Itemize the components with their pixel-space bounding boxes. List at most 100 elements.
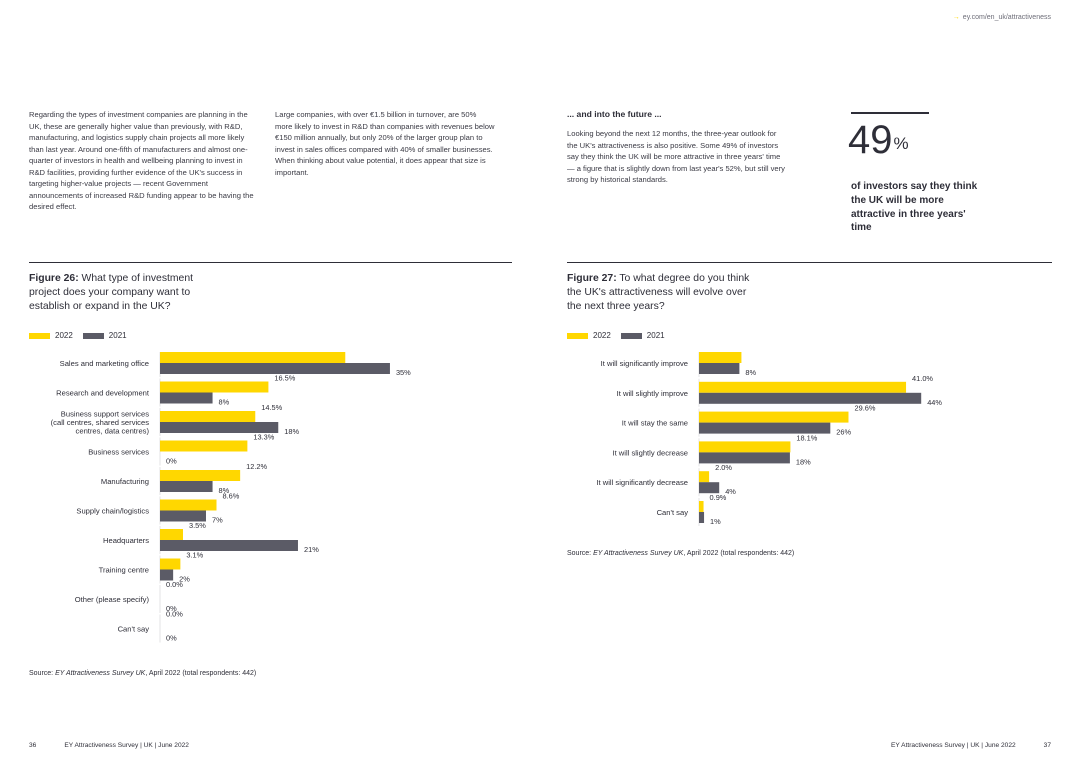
category-label: It will slightly decrease (612, 448, 688, 457)
bar-2021 (699, 363, 740, 374)
future-heading: ... and into the future ... (567, 109, 662, 119)
data-label-2021: 1% (710, 517, 721, 526)
data-label-2021: 4% (725, 487, 736, 496)
data-label-2021: 0% (166, 457, 177, 466)
data-label-2022: 14.5% (261, 403, 282, 412)
data-label-2021: 44% (927, 398, 942, 407)
bar-group: Training centre 3.1% 2% (99, 551, 204, 584)
bar-2021 (160, 481, 213, 492)
category-label: Business services (88, 448, 149, 457)
category-label: It will significantly improve (601, 359, 688, 368)
category-label: Manufacturing (101, 477, 149, 486)
data-label-2022: 3.5% (189, 521, 206, 530)
figure-26-title: Figure 26: What type of investment proje… (29, 273, 194, 313)
bar-group: Other (please specify) 0.0% 0% (75, 580, 183, 613)
data-label-2021: 18% (284, 427, 299, 436)
category-label: It will stay the same (622, 419, 688, 428)
bar-2022 (160, 558, 181, 570)
bar-2021 (699, 422, 831, 434)
legend-2021-swatch (620, 332, 642, 339)
footer-left: 36 EY Attractiveness Survey | UK | June 2… (29, 742, 189, 749)
bar-2021 (160, 569, 174, 581)
bar-2022 (699, 471, 710, 483)
category-label: Headquarters (103, 536, 149, 545)
footer-right: EY Attractiveness Survey | UK | June 202… (891, 742, 1051, 749)
bar-2021 (160, 510, 206, 522)
bar-2022 (699, 441, 791, 453)
figure-27-source: Source: EY Attractiveness Survey UK, Apr… (567, 550, 795, 557)
category-label: Sales and marketing office (60, 359, 149, 368)
bar-group: Supply chain/logistics 8.6% 7% (76, 492, 240, 525)
section-divider-left (29, 262, 512, 263)
bar-2022 (699, 501, 704, 512)
bar-group: It will significantly decrease 2.0% 4% (596, 463, 736, 496)
data-label-2021: 18% (796, 457, 811, 466)
data-label-2021: 8% (219, 486, 230, 495)
bar-2022 (160, 381, 269, 393)
body-column-1: Regarding the types of investment compan… (29, 110, 254, 211)
category-label: It will slightly improve (617, 389, 688, 398)
bar-group: Sales and marketing office 28.2% 35% (60, 352, 411, 377)
data-label-2022: 16.5% (274, 374, 295, 383)
figure-26-chart: Sales and marketing office 28.2% 35% Resear… (51, 352, 411, 643)
bar-2021 (160, 363, 390, 374)
data-label-2021: 35% (396, 368, 411, 377)
category-label: Supply chain/logistics (76, 507, 149, 516)
figure-27-legend: 2022 2021 (567, 331, 675, 340)
figure-26-legend: 2022 2021 (29, 331, 137, 340)
bar-group: It will significantly improve 8.4% 8% (601, 352, 765, 377)
bar-2021 (160, 422, 279, 433)
data-label-2022: 41.0% (912, 374, 933, 383)
data-label-2022: 8.6% (223, 492, 240, 501)
category-label: centres, data centres) (76, 427, 150, 436)
bar-2022 (160, 529, 183, 540)
bar-group: Headquarters 3.5% 21% (103, 521, 319, 554)
header-link[interactable]: → ey.com/en_uk/attractiveness (953, 14, 1051, 21)
data-label-2022: 0.9% (710, 493, 727, 502)
data-label-2022: 18.1% (796, 433, 817, 442)
category-label: Other (please specify) (75, 595, 150, 604)
legend-2022-label: 2022 (55, 331, 73, 340)
data-label-2022: 0.0% (166, 610, 183, 619)
bar-2022 (699, 381, 907, 393)
bar-2021 (699, 452, 790, 464)
bar-2021 (699, 482, 720, 494)
category-label: Training centre (99, 566, 149, 575)
data-label-2022: 29.6% (854, 404, 875, 413)
data-label-2021: 0% (166, 604, 177, 613)
page-number-left: 36 (29, 742, 37, 749)
data-label-2021: 8% (745, 368, 756, 377)
category-label: Research and development (56, 389, 150, 398)
data-label-2022: 28.2% (351, 352, 372, 353)
data-label-2021: 2% (179, 575, 190, 584)
bar-2022 (160, 352, 346, 363)
bar-group: Manufacturing 12.2% 8% (101, 462, 268, 495)
legend-2022-swatch (29, 332, 50, 339)
data-label-2021: 0% (166, 634, 177, 643)
legend-2021-swatch (82, 332, 104, 339)
highlight-rule (851, 112, 929, 114)
section-divider-right (567, 262, 1052, 263)
highlight-number: 49% (848, 118, 909, 162)
data-label-2021: 26% (836, 428, 851, 437)
category-label: (call centres, shared services (51, 418, 150, 427)
bar-group: Research and development 16.5% 8% (56, 374, 296, 407)
bar-group: Business support services(call centres, … (51, 403, 299, 436)
footer-right-text: EY Attractiveness Survey | UK | June 202… (891, 742, 1016, 749)
bar-2022 (699, 352, 742, 363)
legend-2021-label: 2021 (646, 331, 665, 340)
legend-2021-label: 2021 (108, 331, 127, 340)
header-url: ey.com/en_uk/attractiveness (962, 14, 1051, 21)
bar-2022 (160, 440, 248, 452)
arrow-right-icon: → (952, 14, 960, 21)
data-label-2022: 8.4% (747, 352, 764, 353)
category-label: It will significantly decrease (596, 478, 688, 487)
page-number-right: 37 (1043, 742, 1051, 749)
data-label-2021: 8% (219, 398, 230, 407)
bar-group: It will slightly improve 41.0% 44% (617, 374, 942, 407)
bar-2022 (160, 470, 241, 481)
data-label-2022: 2.0% (715, 463, 732, 472)
data-label-2022: 13.3% (253, 433, 274, 442)
bar-group: Can't say 0.9% 1% (657, 493, 727, 526)
bar-group: Can't say 0.0% 0% (118, 610, 183, 643)
